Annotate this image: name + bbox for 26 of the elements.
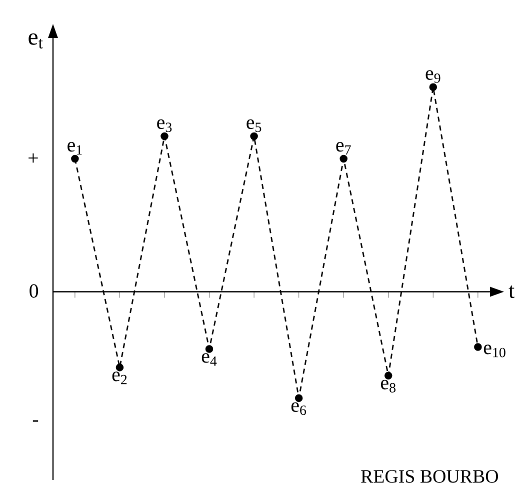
point [160, 132, 168, 140]
point [294, 394, 303, 402]
x-tick-label: e$_{1}$ [68, 142, 82, 155]
point [250, 132, 258, 140]
x-tick-label: e$_{8}$ [381, 380, 396, 392]
x-tick-label: e$_{10}$ [484, 344, 506, 358]
point [205, 345, 214, 353]
point [340, 154, 348, 163]
x-tick-label: e$_{5}$ [246, 119, 262, 132]
text: - [32, 420, 38, 422]
x-axis-title: t [508, 285, 515, 298]
point [116, 364, 124, 372]
point [429, 83, 438, 91]
y-axis-title: e$_{t}$ [28, 33, 43, 48]
text: REGIS BOURBO [361, 470, 498, 483]
x-tick-label: e$_{6}$ [291, 402, 306, 415]
x-tick-label: e$_{3}$ [157, 119, 172, 132]
text: 0 [30, 284, 38, 298]
point [474, 343, 482, 351]
x-tick-label: e$_{4}$ [202, 353, 217, 366]
x-tick-label: e$_{7}$ [336, 142, 351, 155]
x-tick-label: e$_{9}$ [426, 70, 440, 83]
point [384, 372, 392, 380]
point [71, 154, 79, 163]
x-tick-label: e$_{2}$ [112, 372, 127, 384]
text: + [28, 153, 38, 163]
